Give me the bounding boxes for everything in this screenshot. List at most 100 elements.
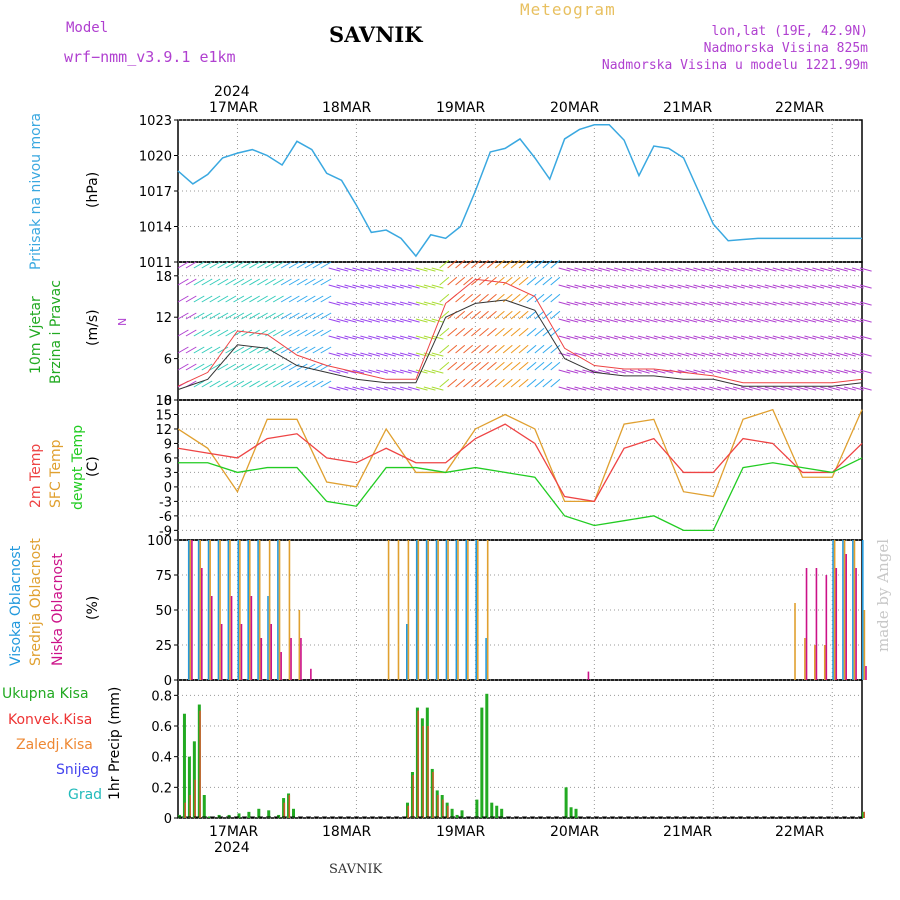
wind-arrow-36-1: [463, 276, 474, 286]
wind-arrow-58-3: [637, 318, 650, 323]
cloud-bar-0-4: [217, 540, 220, 680]
wind-arrow-74-5: [764, 352, 777, 357]
precip-bar-0-36: [569, 807, 573, 818]
wind-arrow-61-0: [661, 267, 674, 272]
wind-arrow-34-4: [447, 327, 458, 337]
cloud-bar-0-30: [475, 540, 477, 680]
wind-arrow-67-3: [709, 318, 722, 323]
wind-arrow-63-5: [677, 352, 690, 357]
top-date-5: 22MAR: [775, 100, 825, 116]
precip-bar-0-9: [237, 813, 241, 818]
wind-arrow-85-0: [851, 267, 864, 272]
wind-arrow-39-2: [486, 293, 497, 303]
wind-arrow-42-7: [510, 378, 521, 388]
wind-arrow-63-7: [677, 386, 690, 391]
wind-arrow-26-5: [384, 352, 396, 357]
wind-arrow-84-3: [844, 318, 856, 323]
wind-arrow-8-7: [241, 380, 253, 388]
cloud-bar-1-3: [209, 540, 211, 680]
wind-arrow-78-1: [796, 284, 809, 289]
wind-arrow-78-4: [796, 335, 809, 340]
ytick-label-4-4: 0.8: [151, 689, 172, 704]
wind-arrow-39-4: [486, 327, 497, 337]
wind-arrow-82-4: [828, 335, 841, 340]
cloud-bar-1-12: [298, 610, 301, 680]
wind-arrow-7-6: [233, 363, 245, 371]
wind-arrow-64-3: [685, 318, 698, 323]
wind-arrow-69-5: [725, 352, 737, 357]
wind-arrow-16-6: [304, 363, 316, 371]
wind-arrow-5-1: [217, 278, 229, 286]
precip-bar-1-15: [288, 795, 291, 818]
wind-arrow-71-1: [740, 284, 753, 289]
cloud-bar-0-7: [247, 540, 249, 680]
cloud-bar-2-64: [815, 568, 818, 680]
wind-arrow-4-1: [209, 278, 221, 286]
wind-arrow-63-0: [677, 267, 690, 272]
wind-arrow-53-6: [598, 369, 611, 374]
wind-arrow-50-4: [574, 335, 587, 340]
wind-arrow-18-0: [320, 261, 332, 269]
wind-arrow-33-3: [439, 310, 450, 320]
wind-arrow-54-2: [606, 301, 618, 306]
wind-arrow-85-2: [851, 301, 864, 306]
wind-arrow-68-6: [717, 369, 729, 374]
wind-arrow-72-4: [748, 335, 761, 340]
cloud-bar-2-2: [201, 568, 203, 680]
wind-arrow-77-0: [788, 267, 801, 272]
wind-arrow-10-3: [257, 312, 268, 320]
wind-arrow-86-7: [859, 386, 872, 391]
precip-bar-0-8: [227, 814, 231, 818]
wind-arrow-55-4: [614, 335, 626, 340]
wind-arrow-65-3: [693, 318, 706, 323]
wind-arrow-75-6: [772, 369, 785, 374]
wind-arrow-49-2: [566, 301, 579, 306]
wind-arrow-19-4: [328, 335, 341, 340]
wind-arrow-2-0: [193, 261, 205, 269]
cloud-bar-1-7: [248, 540, 251, 680]
wind-arrow-20-3: [336, 318, 349, 323]
wind-arrow-79-0: [804, 267, 817, 272]
ytick-label-2-2: -3: [159, 495, 172, 510]
wind-arrow-1-6: [185, 363, 197, 371]
wind-arrow-56-6: [621, 369, 634, 374]
wind-arrow-14-5: [288, 346, 300, 354]
cloud-bar-1-67: [843, 540, 846, 680]
wind-arrow-52-1: [590, 284, 603, 289]
wind-arrow-49-0: [566, 267, 579, 272]
precip-bar-1-17: [407, 805, 409, 818]
wind-arrow-11-1: [264, 278, 276, 286]
wind-arrow-29-1: [407, 284, 420, 289]
wind-arrow-26-6: [384, 369, 396, 374]
wind-arrow-67-5: [709, 352, 722, 357]
precip-bar-0-35: [564, 787, 568, 818]
wind-arrow-67-1: [709, 284, 722, 289]
wind-arrow-62-3: [669, 318, 682, 323]
wind-arrow-72-6: [748, 369, 761, 374]
wind-arrow-21-7: [344, 386, 357, 391]
wind-arrow-77-1: [788, 284, 801, 289]
wind-arrow-37-4: [471, 327, 481, 337]
wind-arrow-56-3: [621, 318, 634, 323]
wind-arrow-54-4: [606, 335, 618, 340]
wind-arrow-19-0: [328, 267, 341, 272]
wind-arrow-46-0: [542, 259, 553, 269]
wind-arrow-6-4: [225, 329, 237, 337]
wind-arrow-20-0: [336, 267, 349, 272]
wind-arrow-53-1: [598, 284, 611, 289]
wind-arrow-0-3: [177, 312, 189, 320]
precip-bar-0-3: [192, 741, 196, 818]
wind-arrow-44-7: [526, 378, 537, 388]
ytick-label-4-2: 0.4: [151, 751, 172, 766]
wind-arrow-6-2: [225, 295, 237, 303]
wind-arrow-52-0: [590, 267, 603, 272]
wind-arrow-40-6: [494, 361, 505, 371]
wind-arrow-46-3: [542, 310, 553, 320]
wind-arrow-11-4: [264, 329, 276, 337]
wind-arrow-22-3: [352, 318, 365, 323]
precip-bar-1-18: [412, 775, 414, 818]
model-label: Model: [66, 20, 109, 36]
wind-arrow-50-7: [574, 386, 587, 391]
cloud-bar-0-2: [197, 540, 200, 680]
wind-arrow-46-5: [542, 344, 553, 354]
